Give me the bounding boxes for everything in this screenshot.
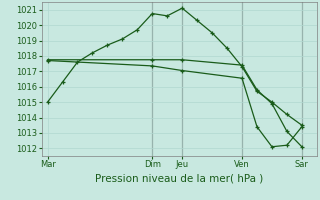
X-axis label: Pression niveau de la mer( hPa ): Pression niveau de la mer( hPa ) bbox=[95, 173, 263, 183]
